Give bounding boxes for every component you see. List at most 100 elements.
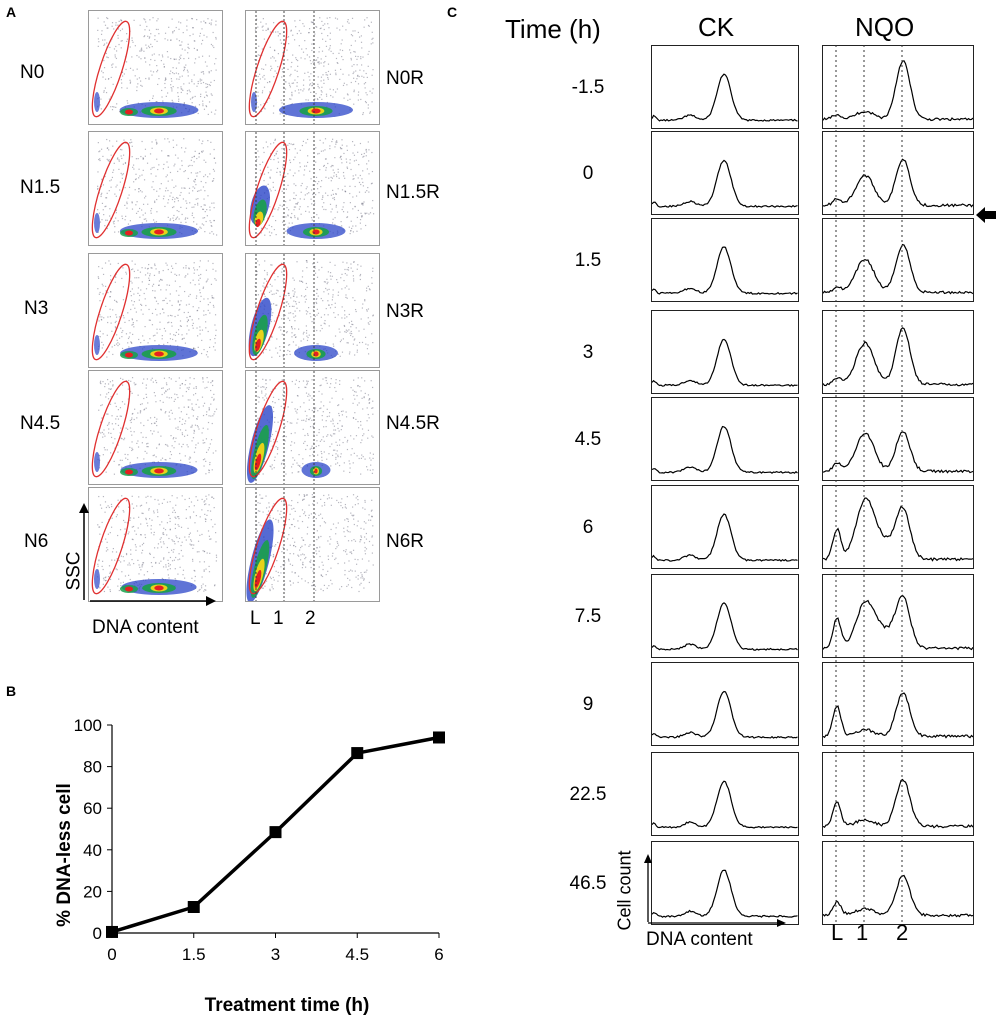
a-label-n0r: N0R [386, 68, 425, 89]
nqo-histogram-trace [823, 431, 973, 474]
panel-b-label: B [6, 683, 17, 699]
flow-plot [245, 131, 380, 246]
flow-plot [88, 487, 223, 602]
b-y-tick-label: 0 [93, 924, 102, 943]
c-time-label: 3 [582, 342, 594, 363]
nqo-histogram [822, 485, 974, 569]
b-data-point [187, 901, 200, 913]
a-label-n6: N6 [24, 531, 49, 552]
c-marker-1: 1 [856, 920, 869, 945]
nqo-histogram-trace [823, 874, 973, 918]
flow-plot [88, 370, 223, 485]
ck-histogram [651, 485, 799, 569]
c-time-label: 1.5 [574, 250, 602, 271]
c-x-axis-label: DNA content [646, 929, 753, 950]
nqo-histogram [822, 397, 974, 481]
a-label-n1-5r: N1.5R [386, 182, 440, 203]
c-marker-2: 2 [896, 920, 909, 945]
b-y-tick-label: 60 [83, 799, 102, 818]
nqo-histogram-trace [823, 60, 973, 122]
a-x-axis-label: DNA content [92, 617, 199, 638]
a-label-n3: N3 [24, 298, 49, 319]
ck-histogram-trace [652, 602, 798, 651]
flow-plot [245, 10, 380, 125]
b-data-point [433, 731, 445, 744]
ck-histogram-trace [652, 869, 798, 918]
b-y-tick-label: 20 [83, 882, 102, 901]
b-x-tick-label: 0 [107, 945, 116, 964]
c-axis-arrows [644, 854, 786, 927]
b-x-tick-label: 3 [271, 945, 280, 964]
nqo-histogram-trace [823, 327, 973, 387]
a-label-n0: N0 [20, 62, 45, 83]
nqo-histogram [822, 752, 974, 836]
ck-histogram-trace [652, 513, 798, 562]
a-marker-1: 1 [273, 608, 284, 629]
b-x-tick-label: 6 [434, 945, 443, 964]
c-column-ck: CK [698, 12, 735, 42]
c-marker-l: L [831, 920, 844, 945]
panel-a-label: A [6, 4, 17, 20]
nqo-histogram-trace [823, 497, 973, 562]
a-axis-arrows [79, 503, 216, 606]
ck-histogram [651, 397, 799, 481]
ck-histogram [651, 131, 799, 215]
a-label-n4-5: N4.5 [20, 413, 61, 434]
ck-histogram [651, 662, 799, 746]
ck-histogram [651, 218, 799, 302]
b-data-point [351, 747, 364, 760]
c-time-label: 22.5 [569, 784, 607, 805]
c-time-label: 6 [582, 517, 594, 538]
ck-histogram [651, 841, 799, 925]
nqo-histogram-trace [823, 158, 973, 208]
b-x-axis-label: Treatment time (h) [205, 995, 370, 1016]
c-time-header: Time (h) [505, 14, 601, 44]
ck-histogram [651, 45, 799, 129]
b-y-tick-label: 80 [83, 758, 102, 777]
nqo-histogram [822, 662, 974, 746]
c-time-label: 9 [582, 694, 594, 715]
ck-histogram-trace [652, 690, 798, 739]
c-time-label: 7.5 [574, 606, 602, 627]
c-time-label: 4.5 [574, 429, 602, 450]
c-time-label: 0 [582, 163, 594, 184]
panel-c-label: C [447, 4, 458, 20]
ck-histogram-trace [652, 246, 798, 295]
a-marker-l: L [250, 608, 261, 629]
nqo-histogram-trace [823, 243, 973, 295]
flow-plot [245, 370, 380, 485]
nqo-histogram [822, 45, 974, 129]
flow-plot [88, 131, 223, 246]
ck-histogram [651, 310, 799, 394]
ck-histogram-trace [652, 425, 798, 474]
b-y-tick-label: 100 [74, 716, 102, 735]
nqo-histogram [822, 218, 974, 302]
nqo-histogram [822, 574, 974, 658]
nqo-histogram [822, 841, 974, 925]
ck-histogram-trace [652, 73, 798, 122]
flow-plot [245, 487, 380, 602]
a-y-axis-label: SSC [63, 551, 85, 591]
a-marker-2: 2 [305, 608, 316, 629]
c-column-nqo: NQO [855, 12, 915, 42]
nqo-histogram-trace [823, 778, 973, 829]
a-label-n1-5: N1.5 [20, 177, 61, 198]
flow-plot [88, 10, 223, 125]
ck-histogram-trace [652, 780, 798, 829]
ck-histogram [651, 752, 799, 836]
ck-histogram-trace [652, 159, 798, 208]
b-data-point [106, 925, 118, 938]
ck-histogram [651, 574, 799, 658]
nqo-histogram-trace [823, 692, 973, 739]
c-time-label: 46.5 [569, 873, 607, 894]
c-y-axis-label: Cell count [614, 850, 635, 931]
nqo-histogram [822, 131, 974, 215]
b-data-point [269, 826, 282, 839]
b-x-tick-label: 4.5 [345, 945, 369, 964]
a-label-n4-5r: N4.5R [386, 413, 440, 434]
b-x-tick-label: 1.5 [182, 945, 206, 964]
panel-b-chart: 0 20 40 60 80 100 0 1.5 3 4.5 6 % DNA-less cell Tr… [54, 716, 445, 1016]
a-label-n6r: N6R [386, 531, 425, 552]
flow-plot [88, 253, 223, 368]
flow-plot [245, 253, 380, 368]
